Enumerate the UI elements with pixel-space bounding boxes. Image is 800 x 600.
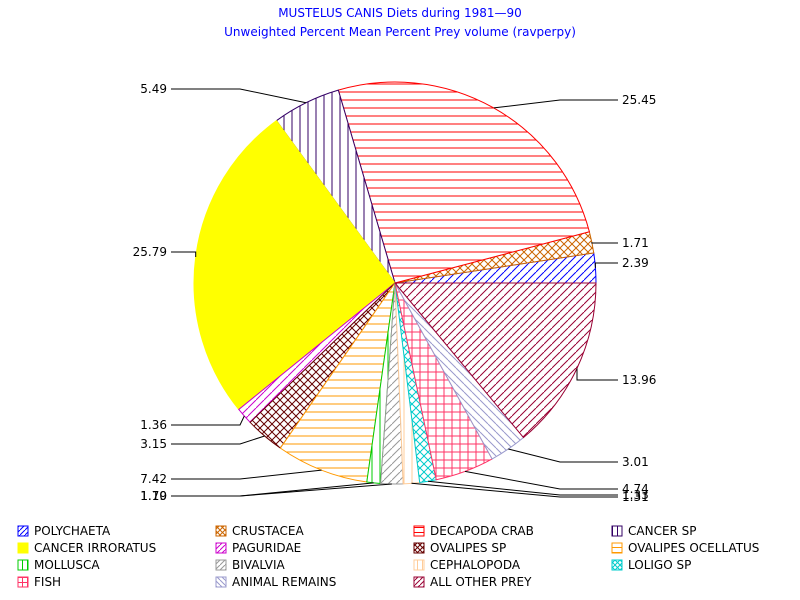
legend-swatch xyxy=(611,559,623,571)
legend-swatch xyxy=(215,542,227,554)
slice-value-label: 25.79 xyxy=(133,245,167,259)
slice-value-label: 3.01 xyxy=(622,455,649,469)
legend-item-mollusca: MOLLUSCA xyxy=(17,558,100,572)
slice-value-label: 7.42 xyxy=(140,472,167,486)
legend-item-bivalvia: BIVALVIA xyxy=(215,558,286,572)
legend-swatch xyxy=(413,525,425,537)
legend-swatch xyxy=(215,576,227,588)
legend-swatch xyxy=(611,542,623,554)
slice-value-label: 3.15 xyxy=(140,437,167,451)
legend-label: FISH xyxy=(34,575,61,589)
legend-swatch xyxy=(17,542,29,554)
legend-item-loligo-sp: LOLIGO SP xyxy=(611,558,691,572)
legend-label: DECAPODA CRAB xyxy=(430,524,534,538)
legend-label: LOLIGO SP xyxy=(628,558,691,572)
legend-swatch xyxy=(215,525,227,537)
slice-value-label: 1.36 xyxy=(140,418,167,432)
legend-swatch xyxy=(17,576,29,588)
legend-swatch xyxy=(215,559,227,571)
pie-slice-all-other-prey xyxy=(393,282,597,439)
slice-value-label: 13.96 xyxy=(622,373,656,387)
leader-line xyxy=(171,88,307,104)
legend-label: CEPHALOPODA xyxy=(430,558,521,572)
legend-swatch xyxy=(17,559,29,571)
legend-item-ovalipes-sp: OVALIPES SP xyxy=(413,541,506,555)
legend-label: MOLLUSCA xyxy=(34,558,100,572)
leader-line xyxy=(464,470,618,490)
slice-value-label: 1.10 xyxy=(140,489,167,503)
legend-swatch xyxy=(413,542,425,554)
legend-label: CRUSTACEA xyxy=(232,524,304,538)
leader-line xyxy=(171,482,374,497)
pie-slices xyxy=(193,81,597,485)
pie-slice-decapoda-crab xyxy=(337,81,590,284)
legend-item-crustacea: CRUSTACEA xyxy=(215,524,304,538)
slice-value-label: 1.31 xyxy=(622,490,649,504)
leader-line xyxy=(171,469,322,480)
legend-label: CANCER SP xyxy=(628,524,697,538)
leader-line xyxy=(411,482,618,498)
slice-value-label: 2.39 xyxy=(622,256,649,270)
slice-leader-lines: 2.391.7125.455.4925.791.363.157.421.101.… xyxy=(133,82,657,504)
legend-label: PAGURIDAE xyxy=(232,541,301,555)
leader-line xyxy=(171,435,265,445)
leader-line xyxy=(493,99,618,109)
legend-item-cancer-sp: CANCER SP xyxy=(611,524,697,538)
legend-swatch xyxy=(611,525,623,537)
legend-item-paguridae: PAGURIDAE xyxy=(215,541,301,555)
legend-item-cancer-irroratus: CANCER IRRORATUS xyxy=(17,541,156,555)
leader-line xyxy=(508,448,618,463)
legend: POLYCHAETA CRUSTACEA DECAPODA CRAB CANCER S… xyxy=(17,524,759,589)
leader-line xyxy=(171,251,197,257)
legend-label: BIVALVIA xyxy=(232,558,286,572)
leader-line xyxy=(171,483,392,497)
slice-value-label: 5.49 xyxy=(140,82,167,96)
legend-item-all-other-prey: ALL OTHER PREY xyxy=(413,575,532,589)
legend-swatch xyxy=(17,525,29,537)
leader-line xyxy=(594,262,618,268)
chart-subtitle: Unweighted Percent Mean Percent Prey vol… xyxy=(224,25,576,39)
leader-line xyxy=(576,368,618,381)
slice-value-label: 4.74 xyxy=(622,482,649,496)
legend-item-decapoda-crab: DECAPODA CRAB xyxy=(413,524,534,538)
legend-item-cephalopoda: CEPHALOPODA xyxy=(413,558,521,572)
legend-item-ovalipes-ocellatus: OVALIPES OCELLATUS xyxy=(611,541,759,555)
leader-line xyxy=(427,480,618,496)
legend-swatch xyxy=(413,559,425,571)
chart-title: MUSTELUS CANIS Diets during 1981—90 xyxy=(278,6,522,20)
leader-line xyxy=(591,242,618,244)
legend-item-fish: FISH xyxy=(17,575,61,589)
legend-label: ANIMAL REMAINS xyxy=(232,575,336,589)
leader-line xyxy=(171,415,245,426)
slice-value-label: 1.33 xyxy=(622,488,649,502)
slice-value-label: 1.79 xyxy=(140,489,167,503)
legend-label: OVALIPES OCELLATUS xyxy=(628,541,759,555)
legend-label: CANCER IRRORATUS xyxy=(34,541,156,555)
slice-value-label: 1.71 xyxy=(622,236,649,250)
legend-label: POLYCHAETA xyxy=(34,524,111,538)
legend-item-polychaeta: POLYCHAETA xyxy=(17,524,111,538)
slice-value-label: 25.45 xyxy=(622,93,656,107)
legend-item-animal-remains: ANIMAL REMAINS xyxy=(215,575,336,589)
legend-swatch xyxy=(413,576,425,588)
legend-label: ALL OTHER PREY xyxy=(430,575,532,589)
legend-label: OVALIPES SP xyxy=(430,541,506,555)
